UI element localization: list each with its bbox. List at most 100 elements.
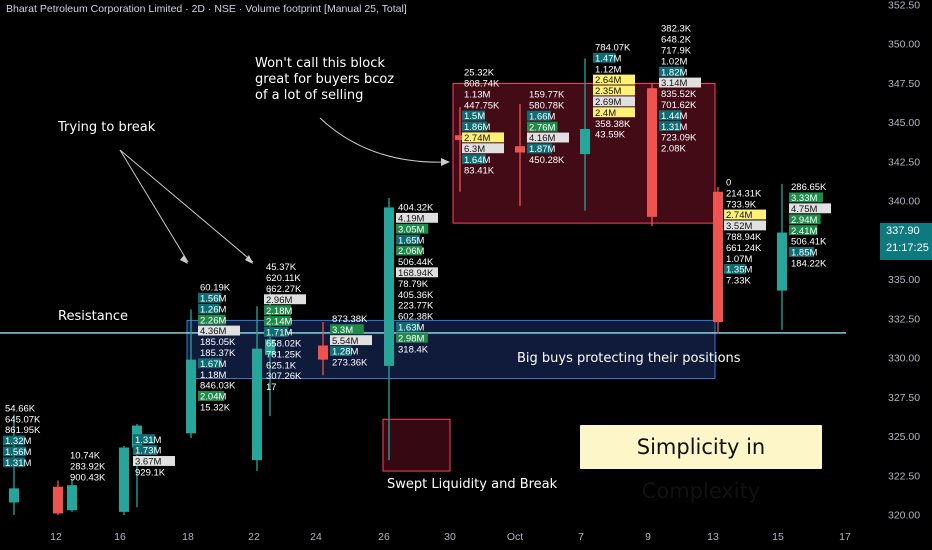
x-tick-label: 7	[578, 531, 584, 543]
footprint-volume-label: 1.31M	[135, 435, 161, 446]
candle-body	[515, 146, 525, 153]
footprint-cell-bg	[724, 209, 766, 220]
footprint-cell-bg	[3, 457, 25, 468]
footprint-volume-label: 2.08K	[661, 144, 686, 155]
footprint-cell-bg	[264, 327, 289, 337]
candle-body	[119, 447, 129, 512]
y-tick-label: 350.00	[888, 39, 920, 51]
footprint-volume-label: 788.94K	[726, 232, 762, 243]
footprint-volume-label: 2.74M	[464, 133, 490, 144]
footprint-cell-bg	[789, 225, 818, 236]
footprint-cell-bg	[133, 445, 158, 456]
footprint-volume-label: 4.36M	[200, 326, 226, 337]
footprint-volume-label: 717.9K	[661, 45, 692, 56]
footprint-volume-label: 4.16M	[529, 133, 555, 144]
footprint-volume-label: 2.26M	[200, 315, 226, 326]
footprint-volume-label: 358.38K	[595, 119, 631, 130]
footprint-cell-bg	[789, 246, 815, 257]
y-tick-label: 340.00	[888, 196, 920, 208]
footprint-volume-label: 1.44M	[661, 111, 687, 122]
footprint-cell-bg	[396, 245, 423, 256]
footprint-volume-label: 83.41K	[464, 166, 495, 177]
footprint-volume-label: 1.26M	[200, 304, 226, 315]
arrow-line	[319, 117, 449, 163]
footprint-volume-label: 3.05M	[398, 224, 424, 235]
annotation-big-buys: Big buys protecting their positions	[517, 351, 741, 366]
y-tick-label: 342.50	[888, 156, 920, 168]
footprint-volume-label: 447.75K	[464, 100, 500, 111]
footprint-volume-label: 900.43K	[70, 472, 106, 483]
annotation-block-line2: great for buyers bcoz	[255, 72, 395, 87]
footprint-cell-bg	[659, 121, 681, 132]
candle-body	[265, 339, 275, 355]
footprint-volume-label: 1.32M	[5, 436, 31, 447]
footprint-volume-label: 3.33M	[791, 193, 817, 204]
footprint-volume-label: 405.36K	[398, 290, 434, 301]
footprint-volume-label: 1.07M	[726, 254, 752, 265]
annotation-trying-to-break: Trying to break	[58, 120, 156, 135]
footprint-volume-label: 184.22K	[791, 258, 827, 269]
footprint-volume-label: 620.11K	[266, 273, 301, 284]
y-tick-label: 325.00	[888, 431, 920, 443]
footprint-volume-label: 1.31M	[661, 122, 687, 133]
footprint-volume-label: 2.98M	[398, 333, 424, 344]
footprint-volume-label: 1.73M	[135, 446, 161, 457]
y-tick-label: 330.00	[888, 353, 920, 365]
footprint-cell-bg	[593, 85, 635, 96]
footprint-cell-bg	[593, 96, 635, 107]
footprint-volume-label: 6.3M	[464, 144, 485, 155]
arrow-head	[441, 158, 450, 166]
footprint-volume-label: 1.35M	[726, 265, 752, 276]
arrow-head	[245, 255, 253, 264]
last-price-tag: 337.90 21:17:25	[880, 223, 932, 260]
footprint-volume-label: 273.36K	[332, 358, 368, 369]
candle-body	[9, 488, 19, 503]
footprint-cell-bg	[396, 212, 438, 223]
footprint-volume-label: 4.75M	[791, 204, 817, 215]
footprint-volume-label: 185.37K	[200, 348, 236, 359]
footprint-volume-label: 2.69M	[595, 97, 621, 108]
footprint-volume-label: 861.95K	[5, 425, 41, 436]
footprint-volume-label: 404.32K	[398, 203, 434, 214]
footprint-volume-label: 7.33K	[726, 276, 751, 287]
candle-body	[647, 88, 657, 217]
footprint-volume-label: 580.78K	[529, 100, 565, 111]
footprint-volume-label: 846.03K	[200, 381, 236, 392]
footprint-volume-label: 873.38K	[332, 314, 368, 325]
footprint-cell-bg	[3, 435, 25, 446]
footprint-volume-label: 382.3K	[661, 24, 692, 35]
footprint-cell-bg	[527, 132, 569, 143]
footprint-cell-bg	[724, 220, 766, 231]
candle-body	[580, 128, 590, 155]
footprint-volume-label: 2.4M	[595, 108, 616, 119]
candle-body	[67, 485, 77, 511]
footprint-volume-label: 78.79K	[398, 279, 429, 290]
footprint-volume-label: 2.74M	[726, 210, 752, 221]
footprint-cell-bg	[527, 110, 551, 121]
candle-body	[318, 345, 328, 360]
footprint-cell-bg	[198, 391, 225, 401]
x-tick-label: 30	[444, 531, 456, 543]
footprint-volume-label: 625.1K	[266, 360, 297, 371]
footprint-volume-label: 1.12M	[595, 64, 621, 75]
y-tick-label: 332.50	[888, 313, 920, 325]
arrow-head	[180, 255, 188, 264]
footprint-cell-bg	[198, 358, 223, 369]
footprint-cell-bg	[527, 143, 553, 154]
candle-body	[713, 191, 723, 322]
footprint-volume-label: 2.76M	[529, 122, 555, 133]
y-tick-label: 347.50	[888, 78, 920, 90]
footprint-cell-bg	[659, 110, 682, 121]
footprint-cell-bg	[527, 121, 558, 132]
footprint-volume-label: 1.31M	[5, 458, 31, 469]
annotation-block-line3: of a lot of selling	[255, 88, 364, 103]
footprint-volume-label: 43.59K	[595, 130, 626, 141]
footprint-cell-bg	[659, 66, 684, 77]
footprint-volume-label: 1.86M	[464, 122, 490, 133]
footprint-volume-label: 645.07K	[5, 414, 41, 425]
footprint-cell-bg	[396, 321, 420, 332]
footprint-cell-bg	[133, 434, 155, 445]
footprint-volume-label: 662.27K	[266, 284, 302, 295]
